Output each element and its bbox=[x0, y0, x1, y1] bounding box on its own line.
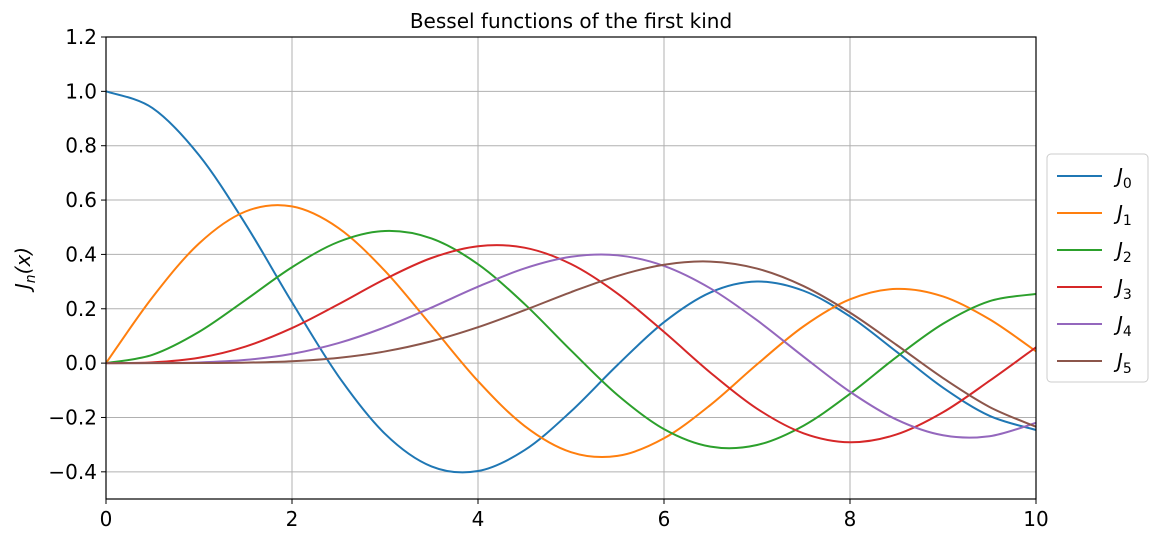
legend-label-j5: J5 bbox=[1113, 349, 1132, 377]
series-line-j0 bbox=[106, 90, 1036, 474]
series-line-j2 bbox=[106, 229, 1036, 450]
y-tick-label: 1.0 bbox=[65, 79, 97, 103]
y-tick-label: 0.8 bbox=[65, 134, 97, 158]
ticks: 0 2 4 6 8 10 −0.4 −0.2 0.0 0.2 0.4 0.6 0.8 1.0 1.2 bbox=[48, 25, 1048, 531]
series-layer bbox=[106, 90, 1036, 474]
series-line-j5 bbox=[106, 260, 1036, 428]
x-tick-label: 10 bbox=[1023, 507, 1048, 531]
y-axis-label-suffix: (x) bbox=[11, 247, 35, 274]
series-line-j1 bbox=[106, 204, 1036, 459]
y-tick-label: 0.4 bbox=[65, 242, 97, 266]
y-tick-label: 0.2 bbox=[65, 297, 97, 321]
y-tick-label: 1.2 bbox=[65, 25, 97, 49]
x-tick-label: 8 bbox=[844, 507, 857, 531]
plot-frame bbox=[105, 36, 1037, 500]
series-line-j3 bbox=[106, 244, 1036, 444]
y-tick-label: −0.2 bbox=[48, 405, 97, 429]
y-axis-label-sub: n bbox=[23, 274, 39, 283]
grid bbox=[105, 36, 1037, 499]
chart-title: Bessel functions of the first kind bbox=[410, 9, 732, 33]
y-tick-label: 0.0 bbox=[65, 351, 97, 375]
legend-label-j1: J1 bbox=[1113, 201, 1132, 229]
y-tick-label: −0.4 bbox=[48, 460, 97, 484]
x-tick-label: 0 bbox=[100, 507, 113, 531]
legend: J0 J1 J2 J3 J4 J5 bbox=[1046, 153, 1149, 383]
series-line-j4 bbox=[106, 253, 1036, 439]
x-tick-label: 2 bbox=[286, 507, 299, 531]
legend-frame bbox=[1046, 153, 1149, 383]
x-tick-label: 6 bbox=[658, 507, 671, 531]
legend-label-j0: J0 bbox=[1113, 164, 1132, 192]
y-axis-label: Jn(x) bbox=[11, 247, 39, 293]
y-axis-label-main: J bbox=[11, 283, 35, 293]
legend-label-j4: J4 bbox=[1113, 312, 1132, 340]
legend-label-j2: J2 bbox=[1113, 238, 1132, 266]
legend-label-j3: J3 bbox=[1113, 275, 1132, 303]
x-tick-label: 4 bbox=[472, 507, 485, 531]
y-tick-label: 0.6 bbox=[65, 188, 97, 212]
